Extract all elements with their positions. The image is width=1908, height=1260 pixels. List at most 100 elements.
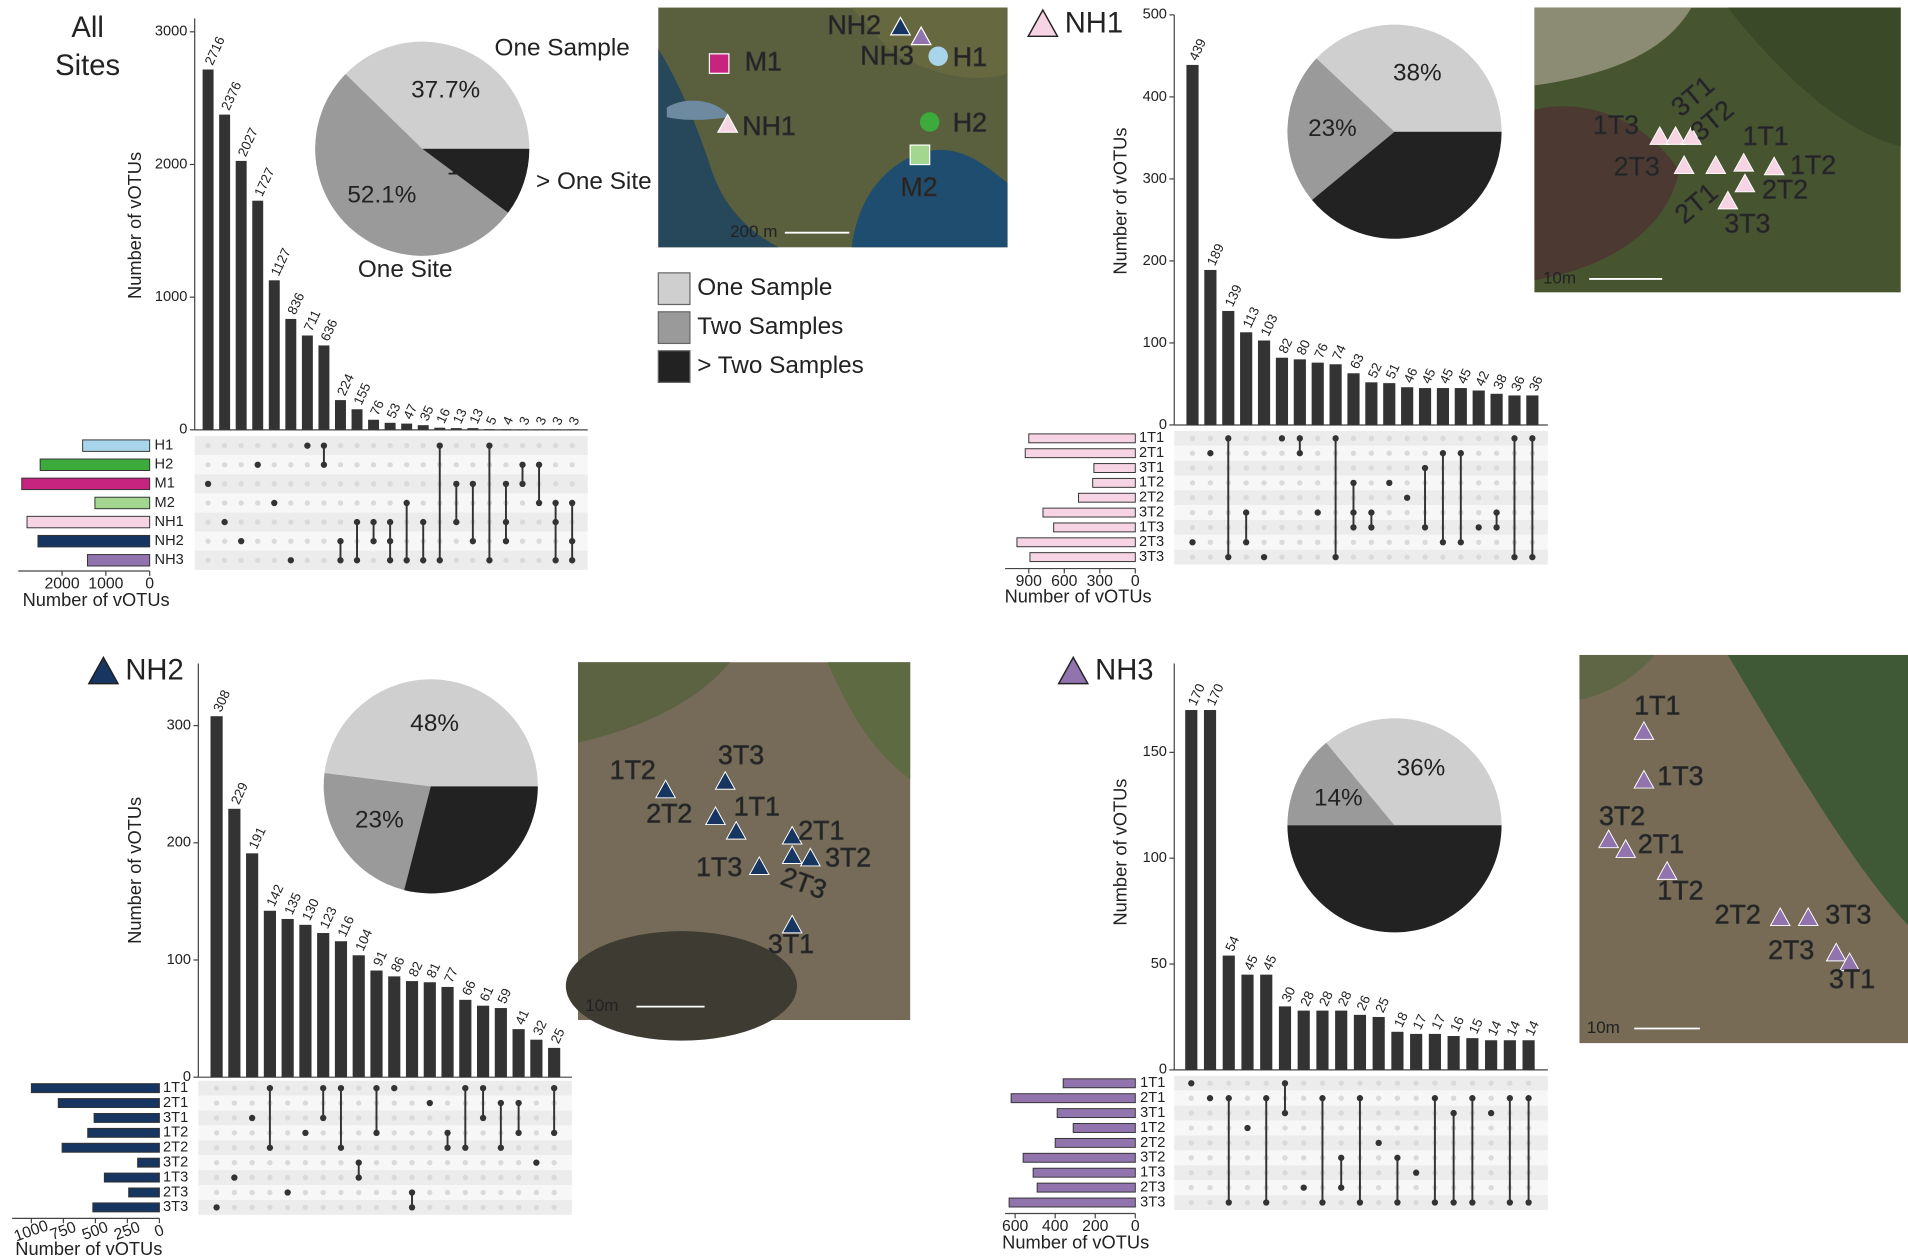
matrix-dot [1525,1199,1532,1206]
matrix-dot-empty [370,442,377,449]
matrix-dot-empty [1282,1140,1288,1146]
set-bar [1016,537,1136,548]
matrix-dot-empty [1297,524,1303,531]
matrix-dot-empty [213,1100,220,1106]
matrix-dot-empty [551,1189,557,1196]
matrix-dot-empty [1375,1199,1382,1206]
matrix-dot-empty [302,1204,309,1211]
matrix-dot-empty [498,1159,504,1166]
pie-label: One Sample [495,34,630,61]
matrix-dot-empty [356,1204,362,1211]
matrix-dot-empty [302,1115,309,1121]
matrix-dot-empty [354,442,360,449]
matrix-dot-empty [1338,1095,1344,1101]
matrix-dot [254,461,261,468]
matrix-dot-empty [1282,1170,1288,1176]
y-tick-label: 200 [167,835,191,851]
matrix-dot [1296,450,1303,457]
bar [1185,710,1198,1070]
bar [423,982,436,1078]
matrix-dot-empty [519,500,526,506]
matrix-dot-empty [1244,1110,1251,1116]
matrix-dot [1386,479,1393,487]
bar-value-label: 3 [549,414,566,427]
matrix-dot-empty [1440,435,1446,442]
matrix-dot [320,1084,327,1092]
map-label: 3T2 [1599,801,1645,831]
map-marker [910,25,932,46]
matrix-dot-empty [213,1159,220,1166]
bar [1278,1006,1292,1070]
bar-value-label: 61 [477,984,497,1004]
matrix-dot-empty [338,1174,344,1181]
set-tick-label: 0 [1131,573,1140,590]
set-bar [61,1142,160,1153]
matrix-dot-empty [271,462,277,468]
bar-value-label: 45 [1454,366,1474,386]
matrix-row [198,1185,572,1200]
matrix-dot-empty [304,519,311,525]
matrix-dot-empty [427,1130,433,1136]
panel-icon [1026,8,1059,38]
matrix-dot [266,1144,274,1151]
y-axis-label: Number of vOTUs [124,152,145,299]
map-label: NH2 [827,10,881,40]
bar [1436,388,1450,425]
bar [1222,955,1235,1070]
matrix-dot-empty [480,1204,486,1211]
matrix-dot [1350,479,1357,487]
bar [268,280,280,430]
panel-title: NH1 [1065,7,1123,39]
matrix-dot-empty [1315,480,1321,486]
bar [483,429,495,430]
y-axis-label: Number of vOTUs [1110,128,1131,275]
set-tick-label: 2000 [44,576,79,593]
matrix-dot-empty [1189,465,1196,471]
matrix-dot-empty [284,1145,291,1151]
matrix-dot [502,538,510,545]
bar-value-label: 82 [1275,336,1295,356]
panel-title: Sites [55,50,120,82]
bar [1329,364,1342,425]
set-bar [82,439,151,452]
matrix-dot-empty [470,462,476,468]
matrix-dot [1300,1184,1307,1191]
matrix-dot-empty [1243,554,1249,560]
bar-value-label: 170 [1185,681,1208,708]
bar [1203,710,1217,1070]
bar-value-label: 1727 [251,165,277,198]
map-label: 1T3 [1657,761,1703,791]
map-scale-label: 200 m [730,222,777,241]
matrix-dot-empty [1375,1184,1382,1191]
matrix-dot-empty [338,1189,344,1196]
matrix-dot-empty [354,481,360,487]
map-label: NH3 [860,41,914,71]
map-marker [714,770,736,790]
matrix-dot [552,518,559,526]
matrix-dot-empty [1413,1199,1419,1206]
matrix-dot-empty [444,1204,451,1211]
set-tick-label: 600 [1051,573,1078,590]
matrix-dot-empty [1525,1080,1532,1086]
set-bar [39,458,151,471]
matrix-dot-empty [370,462,377,468]
set-tick-label: 900 [1016,573,1043,590]
matrix-dot-empty [444,1100,451,1106]
matrix-dot-empty [391,1189,397,1196]
matrix-dot-empty [552,462,559,468]
matrix-dot [386,518,394,526]
legend-label: > Two Samples [697,352,864,379]
matrix-dot-empty [255,500,261,506]
bar-value-label: 36 [1508,373,1528,393]
y-tick-label: 0 [179,422,187,438]
set-tick-label: 0 [145,576,154,593]
pie-value-label: 10.2% [447,154,516,181]
pie-label: > One Site [536,168,652,195]
matrix-dot-empty [288,519,294,525]
bar [370,970,383,1078]
matrix-dot-empty [470,557,476,563]
matrix-dot-empty [470,442,476,449]
bar-value-label: 139 [1222,282,1245,309]
matrix-dot-empty [284,1204,291,1211]
map-marker [1633,720,1655,740]
